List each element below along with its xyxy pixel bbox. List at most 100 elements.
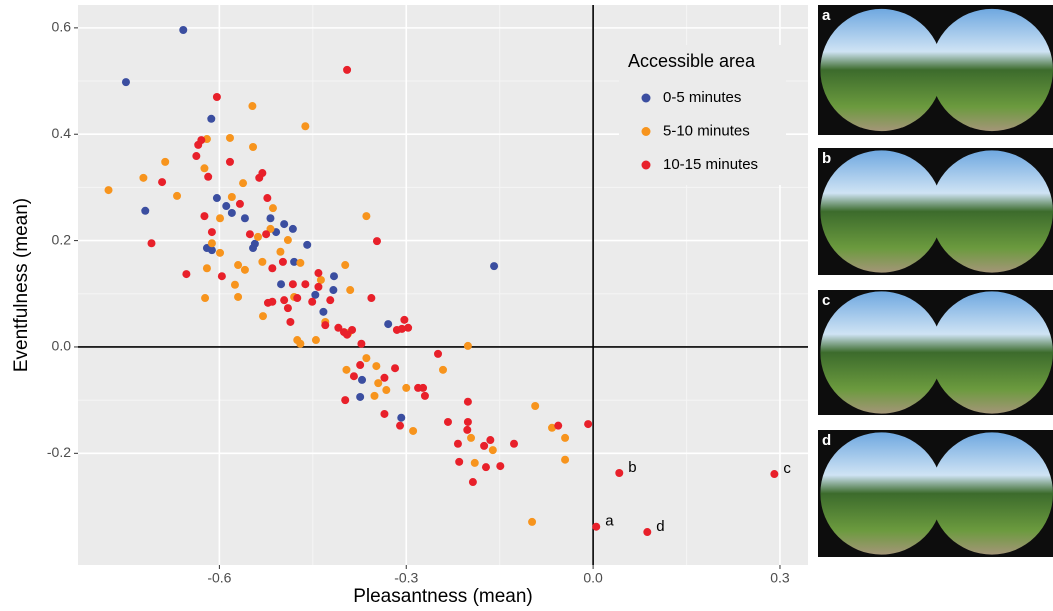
point xyxy=(230,280,239,289)
point xyxy=(384,320,393,329)
point xyxy=(480,441,489,450)
point xyxy=(254,232,263,241)
point xyxy=(592,522,601,531)
x-tick-label: -0.6 xyxy=(207,570,231,586)
point xyxy=(301,280,310,289)
point xyxy=(356,392,365,401)
fisheye-image xyxy=(820,432,943,555)
point xyxy=(293,294,302,303)
point xyxy=(207,228,216,237)
point xyxy=(463,425,472,434)
point xyxy=(380,373,389,382)
point-annotation: c xyxy=(783,460,791,477)
x-tick-label: 0.3 xyxy=(770,570,790,586)
point xyxy=(311,336,320,345)
point xyxy=(510,439,519,448)
point xyxy=(409,426,418,435)
point xyxy=(200,212,209,221)
point xyxy=(216,214,225,223)
point xyxy=(488,446,497,455)
point xyxy=(468,478,477,487)
point xyxy=(397,413,406,422)
point xyxy=(341,261,350,270)
legend-marker xyxy=(641,127,651,136)
y-tick-label: -0.2 xyxy=(47,444,71,460)
point xyxy=(329,272,338,281)
point xyxy=(531,401,540,410)
point xyxy=(404,323,413,332)
point xyxy=(217,272,226,281)
point xyxy=(139,173,148,182)
point xyxy=(266,214,275,223)
point xyxy=(258,257,267,266)
point xyxy=(158,178,167,187)
fisheye-image xyxy=(930,8,1053,132)
point xyxy=(348,325,357,334)
point xyxy=(207,114,216,123)
point xyxy=(439,365,447,374)
y-axis-title: Eventfulness (mean) xyxy=(11,198,32,372)
point xyxy=(301,122,310,131)
point xyxy=(262,230,271,239)
point xyxy=(316,275,325,284)
point xyxy=(311,290,320,299)
fisheye-image xyxy=(930,432,1053,555)
point xyxy=(321,321,330,330)
point xyxy=(334,323,343,332)
point xyxy=(380,409,389,418)
point-annotation: d xyxy=(656,518,664,535)
photo-label: b xyxy=(822,150,831,167)
point xyxy=(235,199,244,208)
point xyxy=(207,246,216,255)
point xyxy=(453,439,462,448)
point xyxy=(396,421,405,430)
point xyxy=(263,298,272,307)
point xyxy=(319,307,328,316)
point xyxy=(584,420,593,429)
point xyxy=(342,365,351,374)
point xyxy=(283,236,292,245)
fisheye-image xyxy=(820,150,943,273)
legend-label: 5-10 minutes xyxy=(663,122,750,139)
point xyxy=(212,93,221,102)
point xyxy=(455,457,464,466)
point xyxy=(356,361,365,370)
point xyxy=(528,517,537,526)
point xyxy=(434,349,443,358)
point xyxy=(280,296,289,305)
point xyxy=(268,264,277,273)
point xyxy=(329,286,338,295)
point xyxy=(467,433,476,442)
point xyxy=(296,339,305,348)
point xyxy=(227,208,236,217)
point xyxy=(207,239,216,248)
point xyxy=(326,296,335,305)
point xyxy=(357,339,366,348)
point xyxy=(548,423,557,432)
point xyxy=(240,265,249,274)
point xyxy=(486,436,495,445)
point xyxy=(561,433,570,442)
point xyxy=(194,140,203,149)
point xyxy=(615,468,624,477)
point xyxy=(391,364,400,373)
point xyxy=(202,264,211,273)
point xyxy=(288,280,297,289)
point xyxy=(490,262,499,271)
point xyxy=(266,224,275,233)
point xyxy=(362,212,371,221)
point xyxy=(222,202,231,211)
point xyxy=(179,25,188,34)
point xyxy=(258,312,267,321)
y-tick-label: 0.6 xyxy=(52,19,72,35)
point xyxy=(147,239,156,248)
legend-title: Accessible area xyxy=(628,51,756,71)
point xyxy=(216,248,225,257)
point xyxy=(358,375,367,384)
point xyxy=(343,330,352,339)
point xyxy=(248,102,257,111)
photo-label: a xyxy=(822,7,831,24)
point xyxy=(367,294,376,303)
point xyxy=(400,315,409,324)
